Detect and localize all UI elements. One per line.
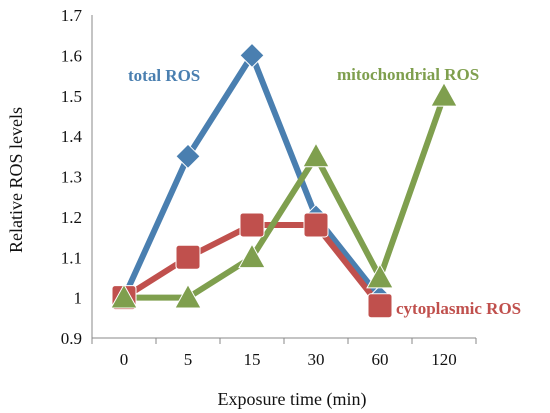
data-point-mitochondrial-ros	[430, 81, 458, 107]
y-tick-label: 1.6	[61, 46, 82, 65]
data-point-total-ros	[239, 42, 265, 69]
series-group	[110, 42, 458, 319]
x-tick-labels: 0 5 15 30 60 120	[120, 350, 457, 369]
y-tick-label: 0.9	[61, 329, 82, 348]
x-tick-marks	[91, 338, 477, 344]
series-label-total-ros: total ROS	[128, 66, 200, 85]
x-tick-label: 60	[372, 350, 389, 369]
y-tick-label: 1.5	[61, 87, 82, 106]
x-tick-label: 0	[120, 350, 129, 369]
x-tick-label: 30	[308, 350, 325, 369]
data-point-mitochondrial-ros	[110, 283, 138, 309]
x-axis-title: Exposure time (min)	[218, 389, 367, 410]
y-tick-label: 1.2	[61, 208, 82, 227]
series-line-mitochondrial-ros	[121, 92, 447, 301]
y-tick-label: 1.7	[61, 6, 83, 25]
series-label-mitochondrial-ros: mitochondrial ROS	[337, 65, 479, 84]
data-point-mitochondrial-ros	[238, 243, 266, 269]
data-point-mitochondrial-ros	[302, 142, 330, 168]
data-point-total-ros	[175, 143, 201, 170]
data-point-mitochondrial-ros	[174, 283, 202, 309]
data-point-mitochondrial-ros	[366, 263, 394, 289]
x-tick-label: 5	[184, 350, 193, 369]
y-axis-title: Relative ROS levels	[6, 107, 26, 253]
y-tick-label: 1.4	[61, 127, 83, 146]
y-tick-label: 1	[74, 289, 83, 308]
data-point-cytoplasmic-ros	[239, 212, 265, 238]
series-label-cytoplasmic-ros: cytoplasmic ROS	[396, 299, 521, 318]
y-tick-label: 1.3	[61, 168, 82, 187]
data-point-cytoplasmic-ros	[175, 244, 201, 270]
x-tick-label: 120	[431, 350, 457, 369]
x-tick-label: 15	[244, 350, 261, 369]
y-tick-label: 1.1	[61, 248, 82, 267]
data-point-cytoplasmic-ros	[303, 212, 329, 238]
y-tick-labels: 0.9 1 1.1 1.2 1.3 1.4 1.5 1.6 1.7	[61, 6, 83, 348]
data-point-cytoplasmic-ros	[367, 293, 393, 319]
